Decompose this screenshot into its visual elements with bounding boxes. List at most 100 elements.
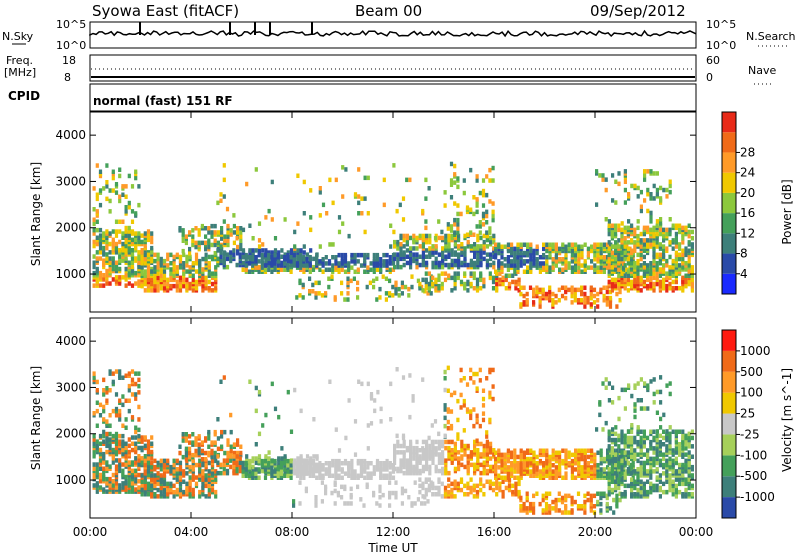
scatter-cell xyxy=(482,389,485,394)
scatter-cell xyxy=(636,253,639,258)
scatter-cell xyxy=(147,486,150,491)
scatter-cell xyxy=(264,459,267,464)
scatter-cell xyxy=(457,467,460,472)
scatter-cell xyxy=(611,446,614,451)
scatter-cell xyxy=(662,244,665,249)
scatter-cell xyxy=(208,280,211,285)
scatter-cell xyxy=(536,251,539,256)
scatter-cell xyxy=(318,259,321,264)
scatter-cell xyxy=(363,465,366,470)
scatter-cell xyxy=(600,453,603,458)
scatter-cell xyxy=(669,190,672,195)
scatter-cell xyxy=(463,257,466,262)
scatter-cell xyxy=(630,280,633,285)
scatter-cell xyxy=(330,274,333,279)
scatter-cell xyxy=(627,269,630,274)
scatter-cell xyxy=(335,178,338,183)
scatter-cell xyxy=(630,471,633,476)
scatter-cell xyxy=(96,481,99,486)
scatter-cell xyxy=(659,253,662,258)
scatter-cell xyxy=(580,457,583,462)
scatter-cell xyxy=(189,282,192,287)
scatter-cell xyxy=(438,252,441,257)
scatter-cell xyxy=(587,455,590,460)
scatter-cell xyxy=(392,476,395,481)
scatter-cell xyxy=(128,174,131,179)
scatter-cell xyxy=(121,258,124,263)
scatter-cell xyxy=(535,290,538,295)
scatter-cell xyxy=(328,268,331,273)
scatter-cell xyxy=(611,438,614,443)
scatter-cell xyxy=(350,279,353,284)
scatter-cell xyxy=(513,270,516,275)
scatter-cell xyxy=(415,446,418,451)
scatter-cell xyxy=(394,491,397,496)
scatter-cell xyxy=(688,263,691,268)
scatter-cell xyxy=(379,474,382,479)
scatter-cell xyxy=(564,245,567,250)
scatter-cell xyxy=(157,461,160,466)
scatter-cell xyxy=(428,186,431,191)
scatter-cell xyxy=(328,178,331,183)
scatter-cell xyxy=(115,485,118,490)
scatter-cell xyxy=(290,463,293,468)
scatter-cell xyxy=(242,461,245,466)
scatter-cell xyxy=(396,240,399,245)
scatter-cell xyxy=(620,459,623,464)
scatter-cell xyxy=(435,257,438,262)
scatter-cell xyxy=(131,448,134,453)
scatter-cell xyxy=(614,249,617,254)
scatter-cell xyxy=(526,259,529,264)
scatter-cell xyxy=(356,295,359,300)
scatter-cell xyxy=(357,268,360,273)
scatter-cell xyxy=(454,442,457,447)
scatter-cell xyxy=(115,481,118,486)
scatter-cell xyxy=(208,469,211,474)
scatter-cell xyxy=(293,467,296,472)
scatter-cell xyxy=(99,246,102,251)
scatter-cell xyxy=(219,471,222,476)
scatter-cell xyxy=(640,257,643,262)
scatter-cell xyxy=(105,432,108,437)
y-tick-label: 4000 xyxy=(55,128,86,142)
scatter-cell xyxy=(555,502,558,507)
scatter-cell xyxy=(399,265,402,270)
scatter-cell xyxy=(131,209,134,214)
scatter-cell xyxy=(469,376,472,381)
scatter-cell xyxy=(306,465,309,470)
scatter-cell xyxy=(357,211,360,216)
scatter-cell xyxy=(684,267,687,272)
scatter-cell xyxy=(109,256,112,261)
scatter-cell xyxy=(230,232,233,237)
scatter-cell xyxy=(611,469,614,474)
scatter-cell xyxy=(542,243,545,248)
scatter-cell xyxy=(403,250,406,255)
scatter-cell xyxy=(526,457,529,462)
scatter-cell xyxy=(96,467,99,472)
scatter-cell xyxy=(223,430,226,435)
scatter-cell xyxy=(421,278,424,283)
scatter-cell xyxy=(137,378,140,383)
scatter-cell xyxy=(571,459,574,464)
scatter-cell xyxy=(245,461,248,466)
scatter-cell xyxy=(309,215,312,220)
scatter-cell xyxy=(189,286,192,291)
scatter-cell xyxy=(370,461,373,466)
scatter-cell xyxy=(191,453,194,458)
scatter-cell xyxy=(507,255,510,260)
scatter-cell xyxy=(233,442,236,447)
scatter-cell xyxy=(473,276,476,281)
scatter-cell xyxy=(649,278,652,283)
scatter-cell xyxy=(615,502,618,507)
scatter-cell xyxy=(627,278,630,283)
scatter-cell xyxy=(267,461,270,466)
scatter-cell xyxy=(226,442,229,447)
scatter-cell xyxy=(486,259,489,264)
scatter-cell xyxy=(571,290,574,295)
scatter-cell xyxy=(286,253,289,258)
scatter-cell xyxy=(163,473,166,478)
scatter-cell xyxy=(112,434,115,439)
scatter-cell xyxy=(125,244,128,249)
scatter-cell xyxy=(137,405,140,410)
scatter-cell xyxy=(242,255,245,260)
